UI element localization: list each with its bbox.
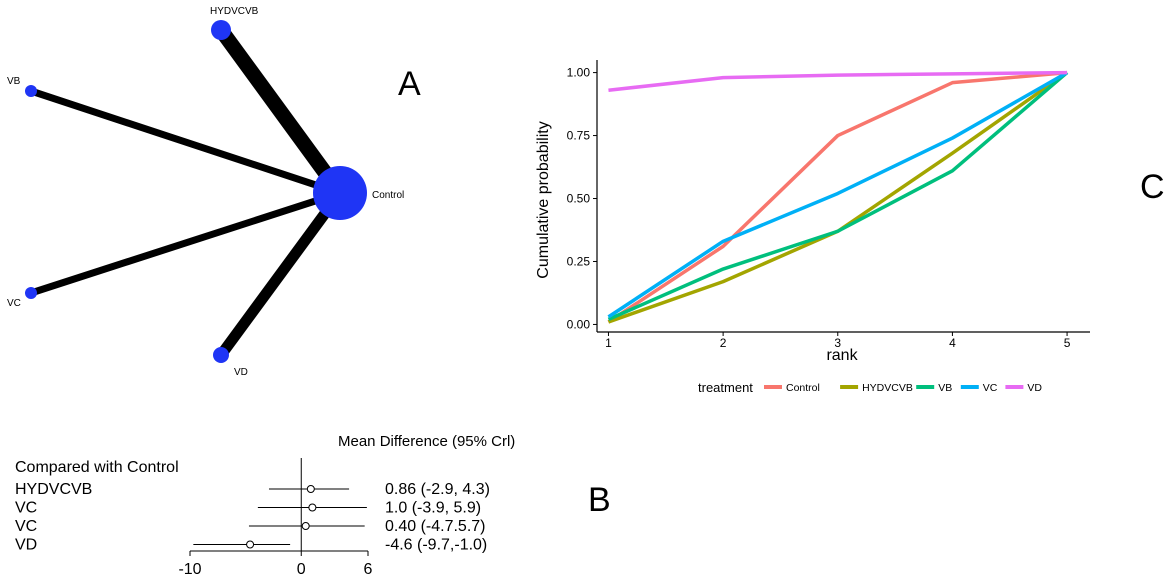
forest-point bbox=[301, 522, 310, 530]
legend: treatment Control HYDVCVB VB VC VD bbox=[698, 380, 1042, 395]
series-line-vd bbox=[608, 70, 1068, 92]
y-tick-label: 1.00 bbox=[567, 66, 591, 80]
node-vd bbox=[213, 347, 229, 363]
forest-row-label: HYDVCVB bbox=[15, 481, 92, 498]
forest-header: Compared with Control bbox=[15, 459, 179, 476]
legend-label-hydvcvb: HYDVCVB bbox=[862, 382, 913, 394]
series-line-vc bbox=[607, 71, 1068, 319]
network-graph: HYDVCVB VB Control VC VD bbox=[7, 6, 404, 378]
node-vb bbox=[25, 85, 37, 97]
edge-vb-control bbox=[29, 87, 342, 197]
y-axis-label: Cumulative probability bbox=[535, 121, 552, 278]
node-label-hydvcvb: HYDVCVB bbox=[210, 6, 259, 17]
node-vc bbox=[25, 287, 37, 299]
node-label-vb: VB bbox=[7, 76, 21, 87]
forest-x-ticks: -10 0 6 bbox=[178, 551, 373, 578]
forest-point bbox=[306, 485, 315, 493]
node-label-control: Control bbox=[372, 190, 404, 201]
edge-hydvcvb-control bbox=[214, 25, 347, 198]
forest-row-value: 1.0 (-3.9, 5.9) bbox=[385, 500, 481, 517]
forest-row-value: 0.86 (-2.9, 4.3) bbox=[385, 481, 490, 498]
legend-title: treatment bbox=[698, 380, 753, 395]
legend-label-vc: VC bbox=[983, 382, 998, 394]
forest-x-tick-label: -10 bbox=[178, 561, 201, 578]
node-control bbox=[313, 166, 367, 220]
x-tick-label: 5 bbox=[1064, 336, 1071, 350]
y-tick-label: 0.00 bbox=[567, 317, 591, 331]
x-axis-label: rank bbox=[826, 347, 858, 364]
node-label-vd: VD bbox=[234, 367, 248, 378]
forest-plot: Mean Difference (95% Crl) Compared with … bbox=[15, 433, 515, 578]
forest-title: Mean Difference (95% Crl) bbox=[338, 433, 515, 450]
forest-rows: HYDVCVB 0.86 (-2.9, 4.3) VC 1.0 (-3.9, 5.9)… bbox=[15, 481, 490, 554]
series-lines bbox=[607, 70, 1069, 324]
x-tick-label: 2 bbox=[720, 336, 727, 350]
forest-point bbox=[308, 503, 317, 512]
x-ticks: 1 2 3 4 5 bbox=[605, 332, 1071, 350]
forest-x-tick-label: 0 bbox=[297, 561, 306, 578]
forest-row-label: VC bbox=[15, 518, 37, 535]
x-tick-label: 4 bbox=[949, 336, 956, 350]
forest-point bbox=[246, 540, 255, 549]
forest-row-label: VC bbox=[15, 500, 37, 517]
node-label-vc: VC bbox=[7, 298, 21, 309]
node-hydvcvb bbox=[211, 20, 231, 40]
legend-label-vd: VD bbox=[1027, 382, 1042, 394]
forest-row-value: 0.40 (-4.7.5.7) bbox=[385, 518, 486, 535]
series-line-vb bbox=[607, 71, 1069, 322]
x-tick-label: 1 bbox=[605, 336, 612, 350]
forest-x-tick-label: 6 bbox=[364, 561, 373, 578]
edge-vd-control bbox=[216, 189, 345, 359]
x-tick-label: 3 bbox=[834, 336, 841, 350]
panel-label-c: C bbox=[1140, 168, 1165, 206]
legend-label-control: Control bbox=[786, 382, 820, 394]
panel-label-b: B bbox=[588, 481, 611, 519]
network-nodes: HYDVCVB VB Control VC VD bbox=[7, 6, 404, 378]
panel-label-a: A bbox=[398, 65, 421, 103]
edge-vc-control bbox=[29, 189, 342, 297]
y-tick-label: 0.50 bbox=[567, 192, 591, 206]
y-ticks: 0.00 0.25 0.50 0.75 1.00 bbox=[567, 66, 597, 331]
forest-row-label: VD bbox=[15, 537, 37, 554]
legend-label-vb: VB bbox=[938, 382, 952, 394]
y-tick-label: 0.75 bbox=[567, 129, 591, 143]
network-edges bbox=[29, 25, 347, 359]
forest-row-value: -4.6 (-9.7,-1.0) bbox=[385, 537, 487, 554]
series-line-control bbox=[607, 70, 1068, 324]
rankogram-chart: 0.00 0.25 0.50 0.75 1.00 1 2 3 4 5 Cumulative pr… bbox=[535, 60, 1090, 395]
y-tick-label: 0.25 bbox=[567, 254, 591, 268]
